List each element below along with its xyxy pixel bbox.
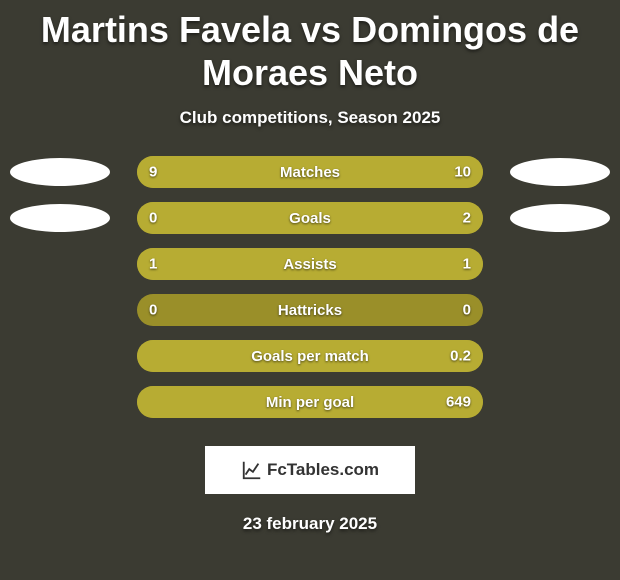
- stat-bar: 649 Min per goal: [137, 386, 483, 418]
- stat-bar: 0 0 Hattricks: [137, 294, 483, 326]
- stat-value-right: 0: [463, 302, 471, 319]
- stat-value-left: 0: [149, 210, 157, 227]
- stat-bar: 1 1 Assists: [137, 248, 483, 280]
- subtitle: Club competitions, Season 2025: [0, 108, 620, 128]
- stat-bar: 9 10 Matches: [137, 156, 483, 188]
- logo-box: FcTables.com: [205, 446, 415, 494]
- stat-value-right: 649: [446, 394, 471, 411]
- player-left-oval: [10, 158, 110, 186]
- comparison-card: Martins Favela vs Domingos de Moraes Net…: [0, 0, 620, 580]
- stat-label: Goals: [289, 210, 331, 227]
- stat-row: 9 10 Matches: [0, 156, 620, 188]
- stat-row: 0.2 Goals per match: [0, 340, 620, 372]
- stats-rows: 9 10 Matches 0 2 Goals 1 1 Assists 0 0 Hattricks 0.2…: [0, 156, 620, 418]
- stat-label: Matches: [280, 164, 340, 181]
- stat-value-right: 1: [463, 256, 471, 273]
- logo-text: FcTables.com: [267, 460, 379, 480]
- stat-label: Min per goal: [266, 394, 354, 411]
- stat-row: 0 2 Goals: [0, 202, 620, 234]
- stat-label: Hattricks: [278, 302, 342, 319]
- stat-bar: 0 2 Goals: [137, 202, 483, 234]
- stat-value-right: 0.2: [450, 348, 471, 365]
- stat-value-left: 0: [149, 302, 157, 319]
- stat-value-right: 10: [454, 164, 471, 181]
- player-right-oval: [510, 204, 610, 232]
- player-left-oval: [10, 204, 110, 232]
- bar-fill-left: [137, 156, 300, 188]
- stat-bar: 0.2 Goals per match: [137, 340, 483, 372]
- stat-label: Goals per match: [251, 348, 369, 365]
- stat-value-right: 2: [463, 210, 471, 227]
- stat-row: 0 0 Hattricks: [0, 294, 620, 326]
- stat-label: Assists: [283, 256, 336, 273]
- page-title: Martins Favela vs Domingos de Moraes Net…: [0, 0, 620, 94]
- stat-value-left: 9: [149, 164, 157, 181]
- stat-value-left: 1: [149, 256, 157, 273]
- stat-row: 1 1 Assists: [0, 248, 620, 280]
- player-right-oval: [510, 158, 610, 186]
- stat-row: 649 Min per goal: [0, 386, 620, 418]
- date-text: 23 february 2025: [0, 514, 620, 534]
- fctables-chart-icon: [241, 459, 263, 481]
